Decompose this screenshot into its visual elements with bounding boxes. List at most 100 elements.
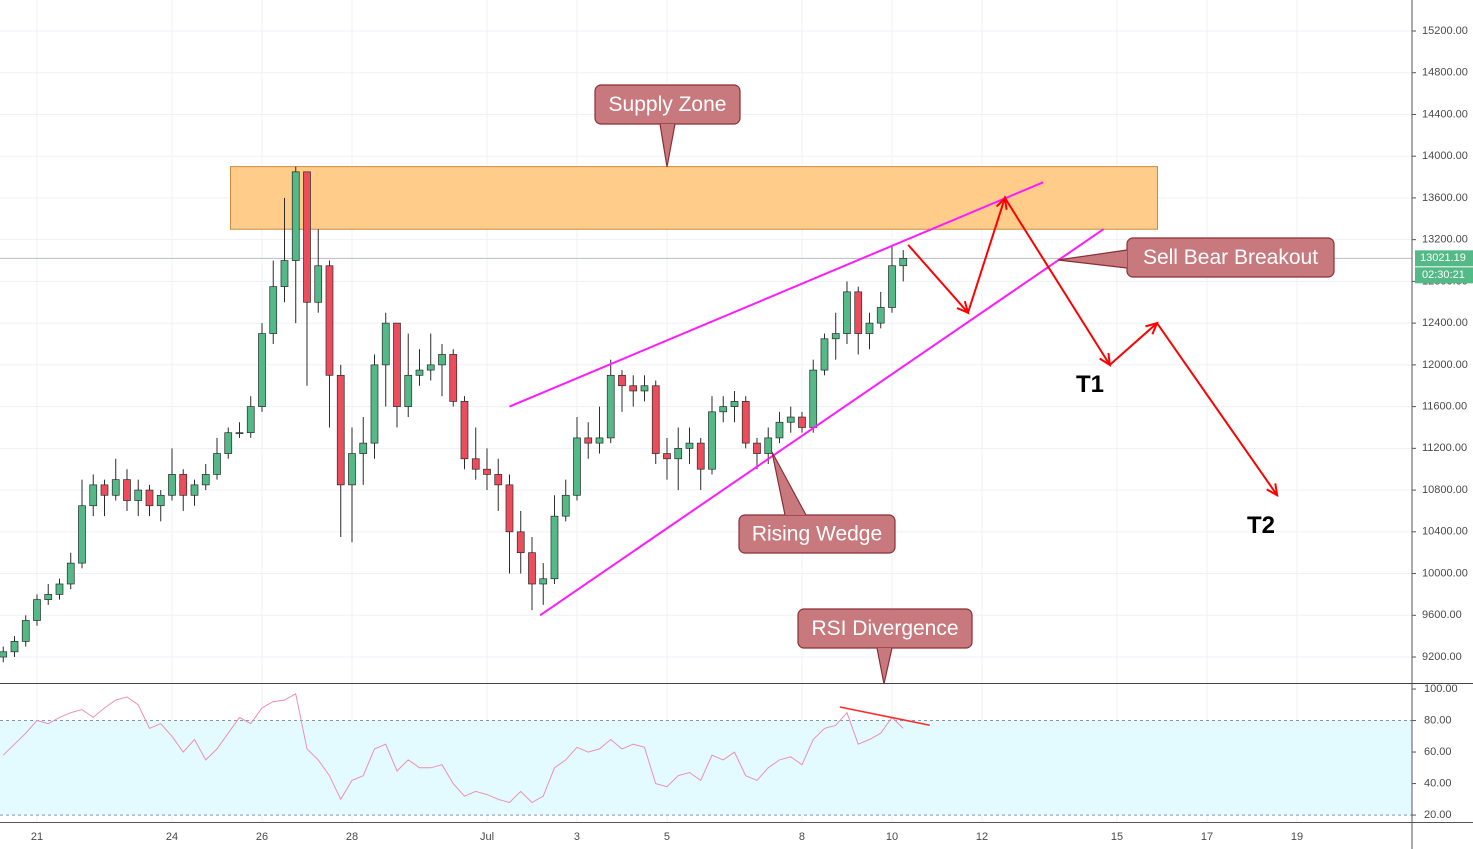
rsi-divergence <box>839 706 930 727</box>
arrowhead <box>1266 483 1279 498</box>
y-tick-label: 14400.00 <box>1422 108 1468 120</box>
candle-body <box>573 437 581 496</box>
candle-body <box>764 437 773 454</box>
candle-body <box>235 432 244 435</box>
rsi-tick-label: 100.00 <box>1424 683 1458 695</box>
y-tick-label: 14800.00 <box>1422 67 1468 79</box>
candle-body <box>730 401 739 407</box>
y-tick-label: 9600.00 <box>1422 609 1462 621</box>
candle-body <box>618 374 626 387</box>
rsi-tick-label: 60.00 <box>1424 746 1452 758</box>
candle-body <box>438 354 446 366</box>
candle-body <box>33 599 41 621</box>
rsi-tick-label: 40.00 <box>1424 777 1452 789</box>
candle-body <box>674 447 683 460</box>
candle-body <box>516 531 525 554</box>
countdown-label: 02:30:21 <box>1422 269 1465 281</box>
candle-body <box>775 421 784 439</box>
candle-body <box>224 432 233 454</box>
x-tick-label: 19 <box>1291 831 1303 843</box>
candle-body <box>550 515 559 580</box>
y-tick-label: 13600.00 <box>1422 192 1468 204</box>
candle-body <box>10 641 19 653</box>
candle-body <box>696 442 705 470</box>
candle-body <box>280 260 289 287</box>
candle-body <box>213 453 221 475</box>
callout-pointer-edge <box>771 451 807 516</box>
y-tick-label: 10400.00 <box>1422 526 1468 538</box>
candle-body <box>44 594 53 600</box>
candle-body <box>629 385 638 392</box>
callout-pointer <box>1058 250 1127 268</box>
y-tick-label: 11600.00 <box>1422 401 1467 413</box>
candle-body <box>809 369 818 428</box>
target-label: T2 <box>1247 512 1275 539</box>
rsi-tick-label: 80.00 <box>1424 714 1452 726</box>
y-tick-label: 10000.00 <box>1422 567 1468 579</box>
candle-body <box>0 651 8 658</box>
candle-body <box>269 286 278 334</box>
y-tick-label: 9200.00 <box>1422 651 1462 663</box>
candle-body <box>190 484 199 496</box>
callout-pointer-edge <box>1057 249 1128 269</box>
candle-body <box>393 322 401 407</box>
supply-zone <box>229 166 1158 230</box>
candle-body <box>584 437 593 444</box>
candle-body <box>753 442 761 454</box>
candle-body <box>78 505 86 564</box>
candle-body <box>741 401 750 444</box>
arrowhead <box>1145 321 1159 335</box>
candle-body <box>651 385 660 454</box>
candle-body <box>876 307 885 324</box>
candle-body <box>786 416 795 423</box>
candle-body <box>55 583 64 595</box>
x-tick-label: 26 <box>256 831 268 843</box>
candle-body <box>246 406 255 434</box>
arrowhead <box>956 300 970 315</box>
candle-body <box>89 484 98 507</box>
candle-body <box>865 322 874 334</box>
candle-body <box>528 552 536 585</box>
candle-body <box>291 171 300 261</box>
candle-body <box>539 578 548 585</box>
candle-body <box>100 484 109 496</box>
main-layer: T1 T2 Supply Zone Rising Wedge Sell Bear Bre… <box>0 84 1412 816</box>
y-tick-label: 15200.00 <box>1422 25 1468 37</box>
callout-text: Rising Wedge <box>752 523 882 546</box>
projection-path <box>907 195 1279 496</box>
candle-body <box>179 474 188 496</box>
x-tick-label: 28 <box>346 831 358 843</box>
x-tick-label: 21 <box>31 831 43 843</box>
candle-body <box>719 406 728 413</box>
callout-pointer-edge <box>659 123 676 168</box>
candle-body <box>820 338 829 371</box>
time-axis-bg <box>0 822 1473 849</box>
candle-body <box>303 171 311 303</box>
candle-body <box>854 291 863 334</box>
candle-body <box>831 333 840 340</box>
candle-body <box>595 437 604 444</box>
callout-box <box>738 514 896 554</box>
candle-body <box>325 265 334 376</box>
candle-body <box>798 416 806 428</box>
candle-body <box>460 401 469 460</box>
y-tick-label: 14000.00 <box>1422 150 1468 162</box>
candle-body <box>314 265 323 303</box>
candle-body <box>404 374 413 407</box>
arrowhead <box>1099 352 1112 367</box>
candle-body <box>66 562 75 585</box>
price-axis-bg <box>1412 0 1473 849</box>
x-tick-label: 10 <box>886 831 898 843</box>
candle-body <box>471 458 480 470</box>
candle-body <box>415 369 424 376</box>
candle-body <box>168 474 176 496</box>
candle-body <box>483 468 491 475</box>
last-price-label: 13021.19 <box>1420 252 1466 264</box>
candle-body <box>505 484 514 533</box>
candle-body <box>123 479 131 501</box>
wedge-line <box>509 181 1044 408</box>
candle-body <box>111 479 120 496</box>
